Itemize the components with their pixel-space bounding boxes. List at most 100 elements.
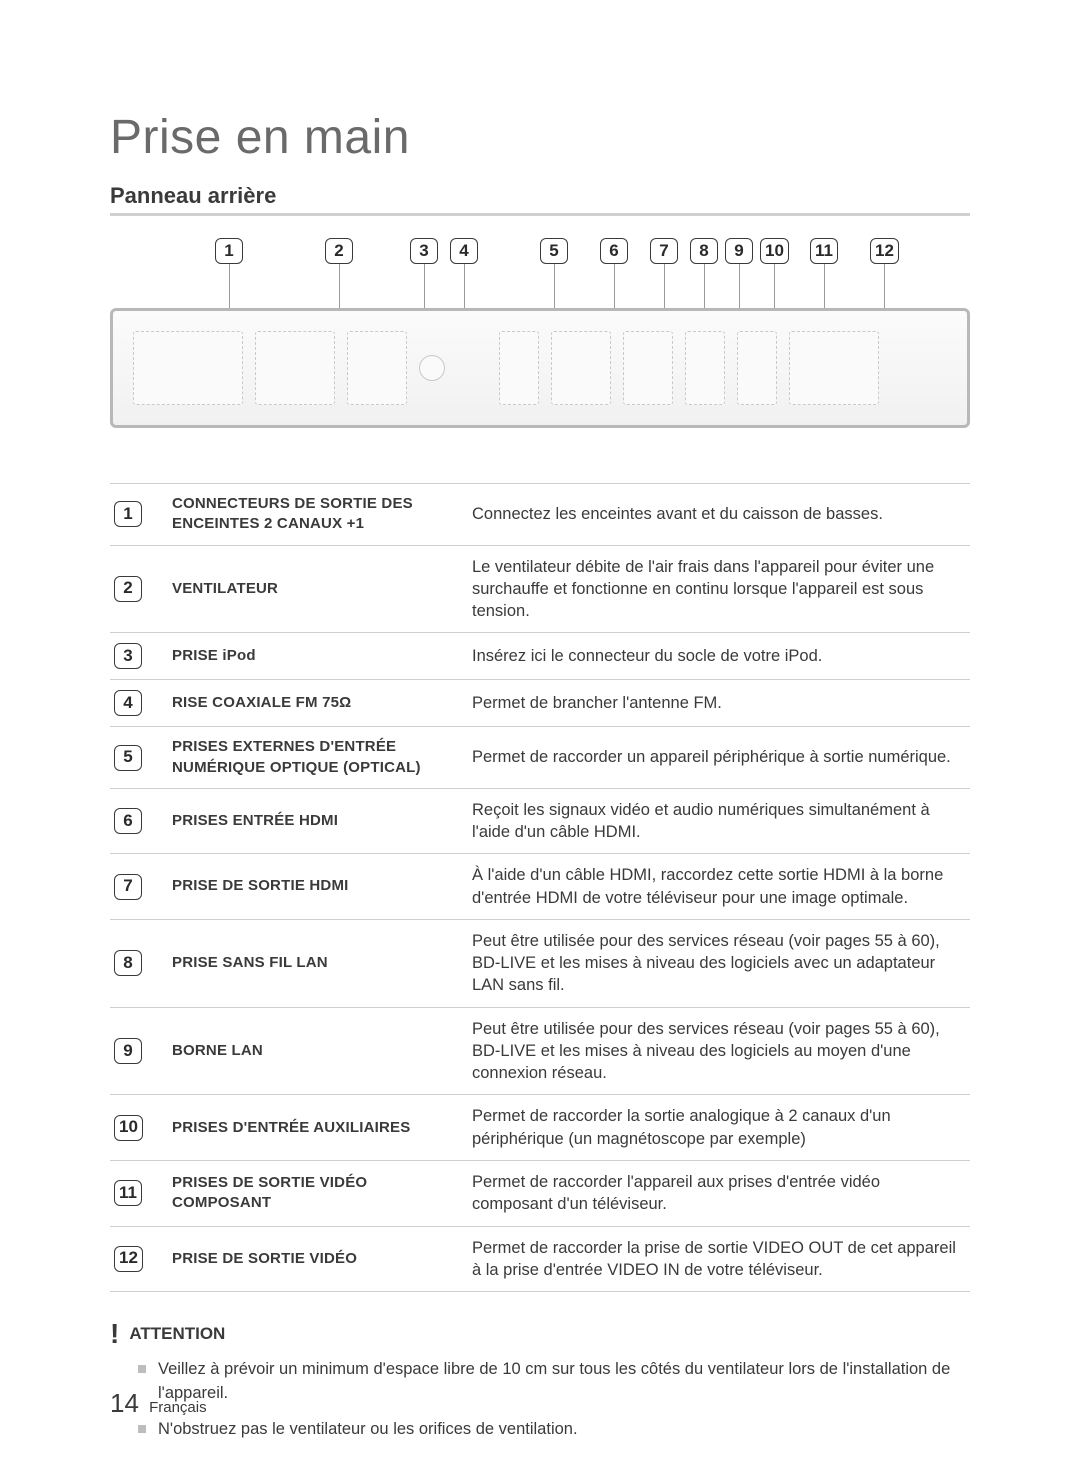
- row-number-badge: 9: [114, 1038, 142, 1064]
- attention-item: Veillez à prévoir un minimum d'espace li…: [138, 1358, 970, 1406]
- callout-12: 12: [870, 238, 899, 264]
- row-description: Peut être utilisée pour des services rés…: [462, 1007, 970, 1095]
- row-label: PRISES DE SORTIE VIDÉO COMPOSANT: [162, 1160, 462, 1226]
- row-label: PRISES ENTRÉE HDMI: [162, 788, 462, 854]
- leader-line: [424, 264, 425, 308]
- row-description: Permet de raccorder un appareil périphér…: [462, 727, 970, 789]
- leader-line: [339, 264, 340, 308]
- row-number-cell: 6: [110, 788, 162, 854]
- row-label: PRISES D'ENTRÉE AUXILIAIRES: [162, 1095, 462, 1161]
- table-row: 6 PRISES ENTRÉE HDMIReçoit les signaux vi…: [110, 788, 970, 854]
- row-description: Permet de raccorder l'appareil aux prise…: [462, 1160, 970, 1226]
- row-label: PRISE DE SORTIE HDMI: [162, 854, 462, 920]
- table-row: 1CONNECTEURS DE SORTIE DES ENCEINTES 2 C…: [110, 484, 970, 546]
- callout-7: 7: [650, 238, 678, 264]
- callout-row: 123456789101112: [110, 238, 970, 266]
- row-number-badge: 3: [114, 643, 142, 669]
- row-number-cell: 7: [110, 854, 162, 920]
- row-number-cell: 12: [110, 1226, 162, 1292]
- row-description: À l'aide d'un câble HDMI, raccordez cett…: [462, 854, 970, 920]
- row-label: PRISE iPod: [162, 633, 462, 680]
- row-number-badge: 12: [114, 1246, 143, 1272]
- lan-block: [737, 331, 777, 405]
- leader-line: [664, 264, 665, 308]
- row-number-cell: 5: [110, 727, 162, 789]
- leader-line: [884, 264, 885, 308]
- leader-line: [704, 264, 705, 308]
- callout-badge: 2: [325, 238, 353, 264]
- row-label: VENTILATEUR: [162, 545, 462, 633]
- callout-8: 8: [690, 238, 718, 264]
- callout-badge: 8: [690, 238, 718, 264]
- table-row: 10 PRISES D'ENTRÉE AUXILIAIRESPermet de r…: [110, 1095, 970, 1161]
- row-number-cell: 8: [110, 919, 162, 1007]
- callout-5: 5: [540, 238, 568, 264]
- row-number-badge: 8: [114, 950, 142, 976]
- leader-line: [464, 264, 465, 308]
- row-label: BORNE LAN: [162, 1007, 462, 1095]
- row-description: Connectez les enceintes avant et du cais…: [462, 484, 970, 546]
- exclamation-icon: !: [110, 1320, 119, 1348]
- row-number-cell: 1: [110, 484, 162, 546]
- row-number-cell: 4: [110, 680, 162, 727]
- hdmi-in-block: [551, 331, 611, 405]
- fm-ant-block: [419, 355, 445, 381]
- row-number-badge: 10: [114, 1115, 143, 1141]
- leader-line: [824, 264, 825, 308]
- callout-3: 3: [410, 238, 438, 264]
- row-number-badge: 2: [114, 576, 142, 602]
- row-number-cell: 11: [110, 1160, 162, 1226]
- callout-2: 2: [325, 238, 353, 264]
- leader-line: [614, 264, 615, 308]
- callout-9: 9: [725, 238, 753, 264]
- attention-heading-row: ! ATTENTION: [110, 1320, 970, 1348]
- attention-list: Veillez à prévoir un minimum d'espace li…: [110, 1358, 970, 1442]
- leader-line: [774, 264, 775, 308]
- connector-table: 1CONNECTEURS DE SORTIE DES ENCEINTES 2 C…: [110, 483, 970, 1292]
- row-description: Permet de raccorder la sortie analogique…: [462, 1095, 970, 1161]
- table-row: 4RISE COAXIALE FM 75ΩPermet de brancher …: [110, 680, 970, 727]
- page-footer: 14 Français: [110, 1388, 207, 1419]
- table-row: 5PRISES EXTERNES D'ENTRÉE NUMÉRIQUE OPTI…: [110, 727, 970, 789]
- row-description: Le ventilateur débite de l'air frais dan…: [462, 545, 970, 633]
- ipod-block: [347, 331, 407, 405]
- row-number-cell: 10: [110, 1095, 162, 1161]
- row-number-cell: 9: [110, 1007, 162, 1095]
- subtitle-rule: [110, 213, 970, 216]
- callout-badge: 4: [450, 238, 478, 264]
- table-row: 12PRISE DE SORTIE VIDÉOPermet de raccord…: [110, 1226, 970, 1292]
- row-description: Permet de brancher l'antenne FM.: [462, 680, 970, 727]
- row-label: CONNECTEURS DE SORTIE DES ENCEINTES 2 CA…: [162, 484, 462, 546]
- optical-block: [499, 331, 539, 405]
- leader-line: [554, 264, 555, 308]
- row-number-badge: 4: [114, 690, 142, 716]
- fan-block: [255, 331, 335, 405]
- row-description: Peut être utilisée pour des services rés…: [462, 919, 970, 1007]
- table-row: 3 PRISE iPodInsérez ici le connecteur du …: [110, 633, 970, 680]
- hdmi-out-block: [623, 331, 673, 405]
- row-number-cell: 3: [110, 633, 162, 680]
- attention-box: ! ATTENTION Veillez à prévoir un minimum…: [110, 1320, 970, 1442]
- callout-1: 1: [215, 238, 243, 264]
- attention-heading: ATTENTION: [129, 1324, 225, 1344]
- row-description: Reçoit les signaux vidéo et audio numéri…: [462, 788, 970, 854]
- callout-11: 11: [810, 238, 838, 264]
- attention-item: N'obstruez pas le ventilateur ou les ori…: [138, 1418, 970, 1442]
- row-label: PRISE SANS FIL LAN: [162, 919, 462, 1007]
- leader-line: [229, 264, 230, 308]
- callout-badge: 11: [810, 238, 838, 264]
- speakers-out-block: [133, 331, 243, 405]
- row-number-badge: 6: [114, 808, 142, 834]
- row-number-cell: 2: [110, 545, 162, 633]
- table-row: 7PRISE DE SORTIE HDMIÀ l'aide d'un câble…: [110, 854, 970, 920]
- callout-4: 4: [450, 238, 478, 264]
- leader-line: [739, 264, 740, 308]
- device-outline: [110, 308, 970, 428]
- callout-6: 6: [600, 238, 628, 264]
- callout-10: 10: [760, 238, 789, 264]
- page-language: Français: [149, 1399, 207, 1416]
- row-description: Insérez ici le connecteur du socle de vo…: [462, 633, 970, 680]
- component-aux-video-block: [789, 331, 879, 405]
- row-label: PRISE DE SORTIE VIDÉO: [162, 1226, 462, 1292]
- callout-badge: 10: [760, 238, 789, 264]
